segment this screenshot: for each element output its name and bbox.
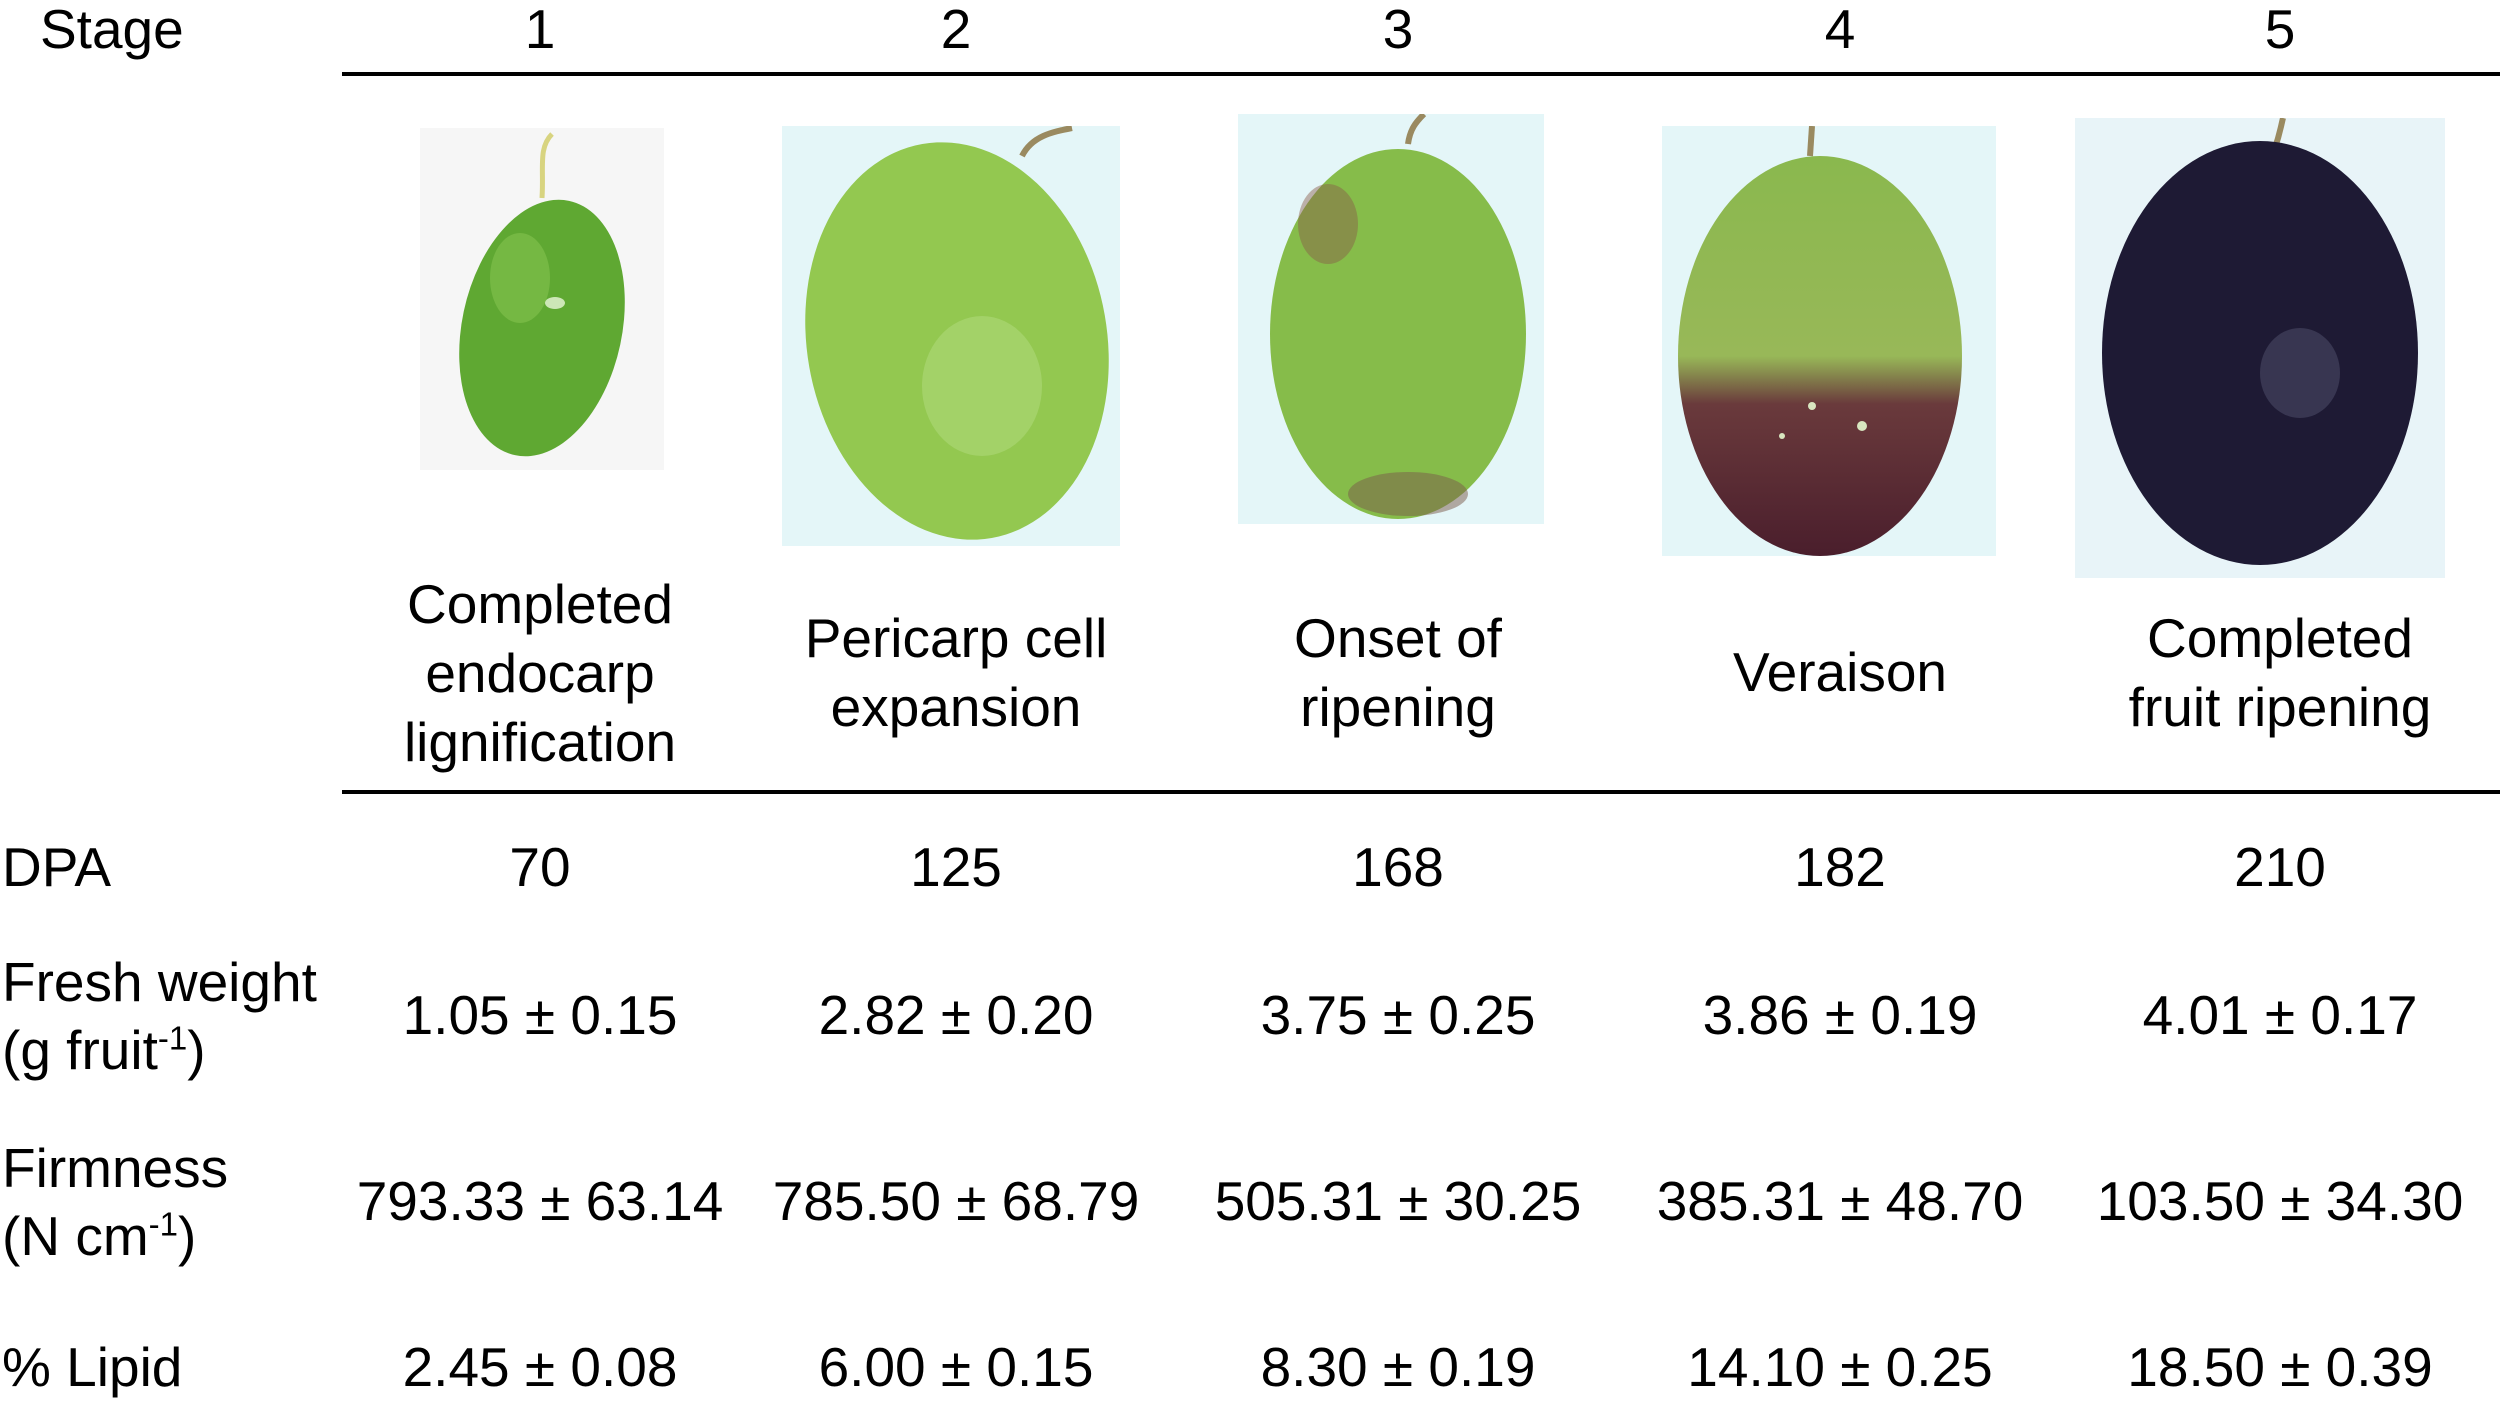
olive-photo-stage-3 xyxy=(1238,114,1544,524)
stage-name-line: Pericarp cell xyxy=(804,607,1108,669)
fresh-weight-unit-prefix: (g fruit xyxy=(2,1019,158,1081)
fresh-weight-label-line1: Fresh weight xyxy=(2,951,317,1013)
dpa-value: 125 xyxy=(910,836,1002,898)
firmness-unit-suffix: ) xyxy=(177,1205,197,1267)
stage-name-line: Completed xyxy=(2147,607,2413,669)
stage-name-line: Onset of xyxy=(1294,607,1502,669)
lipid-value: 18.50 ± 0.39 xyxy=(2127,1336,2433,1398)
lipid-value: 8.30 ± 0.19 xyxy=(1260,1336,1536,1398)
stage-name-line: Completed xyxy=(407,573,673,635)
dpa-value: 210 xyxy=(2234,836,2326,898)
stage-name-line: expansion xyxy=(830,676,1082,738)
row-label-fresh-weight: Fresh weight (g fruit-1) xyxy=(2,948,317,1084)
stage-name-line: ripening xyxy=(1300,676,1496,738)
stage-name-line: lignification xyxy=(403,711,677,773)
fresh-weight-unit-suffix: ) xyxy=(187,1019,206,1081)
row-label-lipid: % Lipid xyxy=(2,1336,183,1398)
fresh-weight-value: 4.01 ± 0.17 xyxy=(2142,984,2418,1046)
fresh-weight-value: 3.75 ± 0.25 xyxy=(1260,984,1536,1046)
stage-name: Pericarp cell expansion xyxy=(805,604,1108,742)
stage-name: Completed endocarp lignification xyxy=(404,570,676,777)
row-label-dpa: DPA xyxy=(2,836,112,898)
olive-photo-stage-2 xyxy=(782,126,1120,546)
dpa-value: 182 xyxy=(1794,836,1886,898)
dpa-value: 70 xyxy=(509,836,571,898)
fresh-weight-label-line2: (g fruit-1) xyxy=(2,1016,317,1084)
stage-name: Veraison xyxy=(1733,638,1947,707)
mid-rule xyxy=(342,790,2500,794)
fresh-weight-unit-exponent: -1 xyxy=(157,1019,188,1057)
firmness-label-line2: (N cm-1) xyxy=(2,1202,228,1270)
firmness-label-line1: Firmness xyxy=(2,1137,229,1199)
fresh-weight-value: 2.82 ± 0.20 xyxy=(818,984,1094,1046)
firmness-unit-exponent: -1 xyxy=(148,1205,178,1243)
olive-photo-stage-1 xyxy=(420,128,664,470)
stage-header-label: Stage xyxy=(40,0,184,60)
stage-number: 1 xyxy=(524,0,556,60)
firmness-value: 785.50 ± 68.79 xyxy=(772,1170,1140,1232)
stage-name-line: endocarp xyxy=(425,642,655,704)
stage-number: 2 xyxy=(940,0,972,60)
firmness-value: 793.33 ± 63.14 xyxy=(356,1170,724,1232)
fresh-weight-value: 1.05 ± 0.15 xyxy=(402,984,678,1046)
stage-name: Completed fruit ripening xyxy=(2129,604,2432,742)
dpa-value: 168 xyxy=(1352,836,1444,898)
row-label-firmness: Firmness (N cm-1) xyxy=(2,1134,228,1270)
lipid-value: 6.00 ± 0.15 xyxy=(818,1336,1094,1398)
olive-photo-stage-4 xyxy=(1662,126,1996,556)
lipid-value: 14.10 ± 0.25 xyxy=(1687,1336,1993,1398)
firmness-unit-prefix: (N cm xyxy=(2,1205,149,1267)
top-rule xyxy=(342,72,2500,76)
firmness-value: 505.31 ± 30.25 xyxy=(1214,1170,1582,1232)
stage-number: 3 xyxy=(1382,0,1414,60)
stage-name-line: fruit ripening xyxy=(2128,676,2432,738)
stage-name: Onset of ripening xyxy=(1294,604,1502,742)
firmness-value: 103.50 ± 34.30 xyxy=(2096,1170,2464,1232)
fresh-weight-value: 3.86 ± 0.19 xyxy=(1702,984,1978,1046)
firmness-value: 385.31 ± 48.70 xyxy=(1656,1170,2024,1232)
stage-number: 5 xyxy=(2264,0,2296,60)
lipid-value: 2.45 ± 0.08 xyxy=(402,1336,678,1398)
stage-number: 4 xyxy=(1824,0,1856,60)
stage-name-line: Veraison xyxy=(1732,641,1948,703)
olive-photo-stage-5 xyxy=(2075,118,2445,578)
